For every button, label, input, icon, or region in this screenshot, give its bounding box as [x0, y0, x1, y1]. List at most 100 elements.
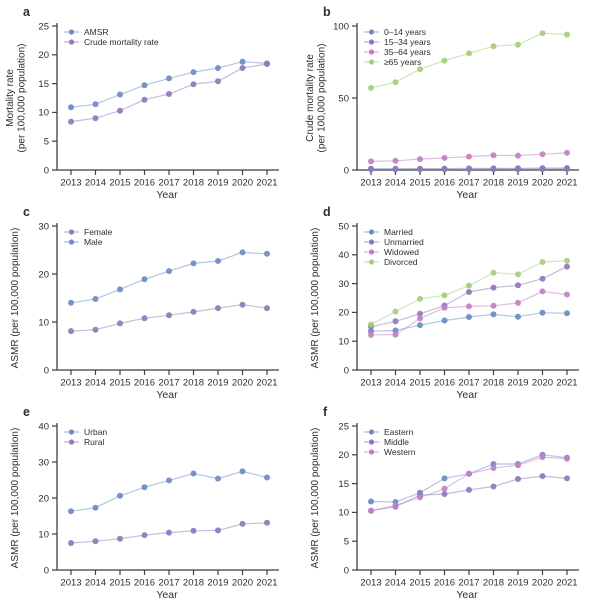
x-tick-label: 2015: [109, 378, 130, 389]
legend-marker-dot: [68, 39, 75, 45]
data-point: [190, 470, 197, 477]
x-tick-label: 2016: [434, 178, 455, 189]
x-tick-label: 2017: [158, 578, 179, 589]
y-tick-label: 0: [44, 365, 49, 376]
data-point: [490, 165, 497, 172]
y-tick-label: 15: [338, 479, 349, 490]
x-tick-label: 2014: [85, 178, 106, 189]
legend-label: ≥65 years: [384, 57, 421, 67]
x-tick-label: 2013: [360, 578, 381, 589]
legend-label: Female: [84, 227, 113, 237]
legend-label: Rural: [84, 437, 104, 447]
data-point: [239, 58, 246, 65]
data-point: [368, 158, 374, 165]
data-point: [392, 157, 399, 164]
series-line: [70, 251, 268, 304]
data-point: [166, 268, 172, 275]
legend-label: Crude mortality rate: [84, 37, 159, 47]
data-point: [392, 318, 399, 325]
x-tick-label: 2019: [507, 178, 528, 189]
data-point: [441, 304, 448, 311]
y-tick-label: 20: [338, 308, 349, 319]
series-line: [370, 454, 568, 503]
data-point: [117, 535, 123, 542]
data-point: [92, 115, 99, 122]
data-point: [392, 165, 399, 172]
data-point: [117, 492, 123, 499]
data-point: [539, 151, 546, 158]
data-point: [441, 475, 448, 482]
y-axis-label: Mortality rate: [5, 69, 16, 127]
y-axis-label: (per 100,000 population): [17, 44, 28, 153]
data-point: [466, 153, 472, 160]
data-point: [166, 477, 172, 484]
data-point: [417, 156, 423, 163]
data-point: [417, 165, 423, 172]
data-point: [417, 295, 423, 302]
x-tick-label: 2021: [256, 378, 277, 389]
legend-label: AMSR: [84, 27, 109, 37]
data-point: [490, 311, 497, 318]
data-point: [68, 299, 74, 306]
data-point: [564, 291, 570, 298]
data-point: [539, 165, 546, 172]
y-axis-label: ASMR (per 100,000 population): [10, 428, 21, 569]
y-tick-label: 5: [44, 137, 49, 148]
data-point: [515, 271, 521, 278]
data-point: [92, 296, 99, 302]
data-point: [466, 50, 472, 57]
x-tick-label: 2015: [409, 378, 430, 389]
data-point: [515, 313, 521, 320]
panel-d: d 0 10 20 30 40 50 2013 2014 2015 2016 2017 2018 2019…: [300, 200, 600, 400]
x-tick-label: 2016: [134, 178, 155, 189]
panel-e: e 0 10 20 30 40 2013 2014 2015 2016 2017 2018 2019 20…: [0, 400, 300, 600]
data-point: [368, 321, 374, 328]
data-point: [417, 66, 423, 73]
data-point: [215, 305, 221, 312]
data-point: [239, 468, 246, 475]
data-point: [239, 65, 246, 71]
y-tick-label: 40: [38, 421, 49, 432]
data-point: [539, 30, 546, 37]
data-point: [441, 485, 448, 492]
data-point: [92, 326, 99, 333]
x-axis-label: Year: [156, 389, 178, 400]
legend-marker-dot: [368, 439, 375, 445]
data-point: [392, 331, 399, 338]
y-axis-label: ASMR (per 100,000 population): [10, 228, 21, 369]
panel-letter: e: [23, 405, 30, 419]
legend-marker-dot: [68, 229, 75, 235]
x-tick-label: 2016: [134, 378, 155, 389]
panel-letter: a: [23, 5, 31, 19]
y-tick-label: 10: [38, 108, 49, 119]
data-point: [117, 320, 123, 327]
data-point: [166, 91, 172, 97]
legend-label: Divorced: [384, 257, 418, 267]
data-point: [392, 502, 399, 509]
legend-marker-dot: [368, 429, 375, 435]
y-tick-label: 10: [38, 317, 49, 328]
x-tick-label: 2014: [85, 378, 106, 389]
y-axis-label: ASMR (per 100,000 population): [310, 228, 321, 369]
x-tick-label: 2019: [207, 378, 228, 389]
x-tick-label: 2014: [85, 578, 106, 589]
x-tick-label: 2013: [360, 178, 381, 189]
x-tick-label: 2021: [556, 178, 577, 189]
y-tick-label: 40: [338, 250, 349, 261]
x-tick-label: 2013: [60, 578, 81, 589]
data-point: [564, 475, 570, 482]
data-point: [264, 474, 270, 481]
panel-letter: f: [323, 405, 328, 419]
x-tick-label: 2013: [360, 378, 381, 389]
legend-label: Western: [384, 447, 416, 457]
x-tick-label: 2013: [60, 378, 81, 389]
data-point: [564, 263, 570, 270]
legend-marker-dot: [368, 229, 375, 235]
x-tick-label: 2019: [207, 578, 228, 589]
data-point: [368, 165, 374, 172]
x-tick-label: 2018: [183, 178, 204, 189]
series-line: [370, 456, 568, 512]
legend-label: Eastern: [384, 427, 414, 437]
x-tick-label: 2017: [458, 378, 479, 389]
data-point: [190, 527, 197, 534]
